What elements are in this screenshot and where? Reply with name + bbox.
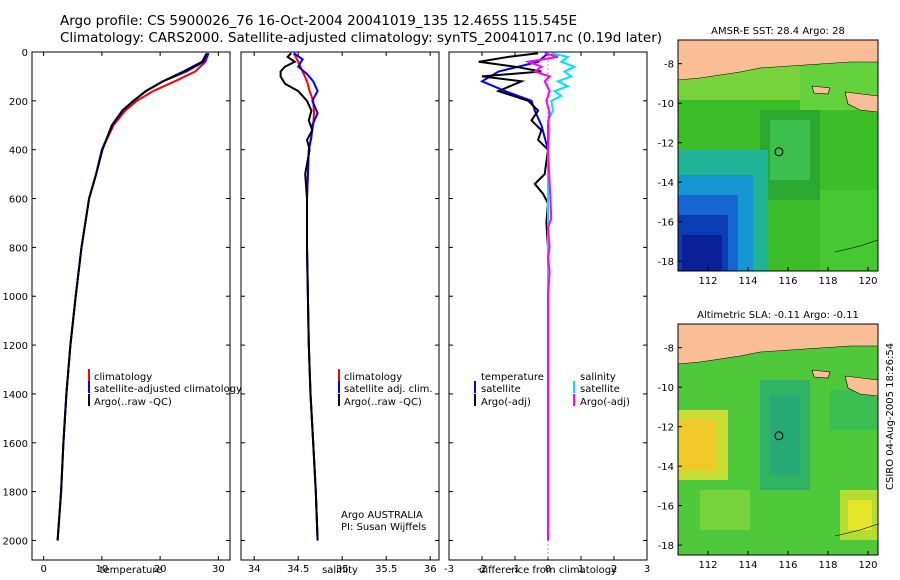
salinity-legend: climatology satellite adj. clim. Argo(..…	[338, 369, 433, 408]
map-x-tick-label: 120	[858, 276, 877, 287]
x-tick-label: 35.5	[375, 564, 397, 575]
y-tick-label: 1600	[3, 439, 28, 450]
map-y-tick-label: -14	[658, 462, 674, 473]
difference-axis-ticks: -3 -2 -1 0 1 2 3	[444, 51, 650, 575]
x-tick-label: 36	[424, 564, 437, 575]
y-tick-label: 1200	[3, 341, 28, 352]
x-tick-label: 3	[644, 564, 650, 575]
x-tick-label: -2	[477, 564, 487, 575]
sst-argo-marker	[774, 147, 784, 157]
map-y-tick-label: -18	[658, 257, 674, 268]
map-y-tick-label: -16	[658, 502, 674, 513]
temperature-axis-ticks: 0 10 20 30 0 200 400 600 800 1000 1200 1400 1600 1800…	[3, 48, 230, 575]
map-x-tick-label: 116	[778, 276, 797, 287]
x-tick-label: -1	[510, 564, 520, 575]
sla-map-frame	[677, 323, 879, 556]
sla-map-title: Altimetric SLA: -0.11 Argo: -0.11	[697, 310, 859, 321]
map-y-tick-label: -14	[658, 178, 674, 189]
map-x-tick-label: 114	[738, 276, 757, 287]
difference-legend: temperature satellite Argo(-adj) salinit…	[474, 372, 630, 408]
y-tick-label: 600	[9, 195, 28, 206]
difference-series-group	[478, 52, 577, 541]
map-y-tick-label: -10	[658, 99, 674, 110]
map-y-tick-label: -10	[658, 383, 674, 394]
sal-legend-label-climatology: climatology	[344, 372, 402, 383]
series-line-argo-raw-qc	[56, 52, 208, 541]
sal-legend-label-argo: Argo(..raw -QC)	[344, 397, 422, 408]
series-line-salinity-satellite	[546, 52, 577, 541]
diff-legend-label-temp-argo: Argo(-adj)	[481, 397, 531, 408]
map-y-tick-label: -18	[658, 541, 674, 552]
legend-label-argo: Argo(..raw -QC)	[94, 397, 172, 408]
sla-map-ticks: 112 114 116 118 120 -8 -10 -12 -14 -16 -18	[658, 344, 878, 571]
map-y-tick-label: -8	[664, 60, 674, 71]
x-tick-label: 34.5	[287, 564, 309, 575]
sla-argo-marker	[774, 431, 784, 441]
diff-legend-label-temp-satellite: satellite	[481, 384, 521, 395]
x-tick-label: 34	[248, 564, 261, 575]
sst-map-ticks: 112 114 116 118 120 -8 -10 -12 -14 -16 -18	[658, 60, 878, 287]
map-y-tick-label: -8	[664, 344, 674, 355]
map-x-tick-label: 116	[778, 560, 797, 571]
salinity-xlabel: salinity	[322, 565, 358, 576]
y-tick-label: 800	[9, 243, 28, 254]
platform-annotation: Argo AUSTRALIA	[341, 510, 423, 521]
map-y-tick-label: -12	[658, 139, 674, 150]
y-tick-label: 0	[22, 48, 28, 59]
diff-legend-label-sal-argo: Argo(-adj)	[580, 397, 630, 408]
x-tick-label: 2	[611, 564, 617, 575]
y-tick-label: 2000	[3, 536, 28, 547]
y-tick-label: 200	[9, 97, 28, 108]
x-tick-label: 0	[40, 564, 46, 575]
map-x-tick-label: 118	[818, 560, 837, 571]
map-y-tick-label: -12	[658, 423, 674, 434]
map-x-tick-label: 112	[698, 560, 717, 571]
x-tick-label: 20	[154, 564, 167, 575]
legend-label-climatology: climatology	[94, 372, 152, 383]
sst-map-title: AMSR-E SST: 28.4 Argo: 28	[711, 26, 845, 37]
climatology-subtitle: Climatology: CARS2000. Satellite-adjuste…	[60, 30, 663, 46]
difference-xlabel: difference from climatology	[479, 565, 617, 576]
series-line-satellite-adjusted-climatology	[56, 52, 210, 541]
map-y-tick-label: -16	[658, 218, 674, 229]
pi-annotation: PI: Susan Wijffels	[341, 522, 426, 533]
csiro-timestamp: CSIRO 04-Aug-2005 18:26:54	[885, 343, 896, 490]
map-x-tick-label: 112	[698, 276, 717, 287]
series-line-argo-raw-qc	[279, 52, 319, 541]
legend-label-satellite-adjusted: satellite-adjusted climatology	[94, 384, 242, 395]
salinity-series-group	[279, 52, 319, 541]
map-x-tick-label: 118	[818, 276, 837, 287]
y-tick-label: 400	[9, 146, 28, 157]
diff-legend-temperature-title: temperature	[481, 372, 544, 383]
diff-legend-label-sal-satellite: satellite	[580, 384, 620, 395]
salinity-plot-frame	[240, 51, 440, 561]
sal-legend-label-satellite: satellite adj. clim.	[344, 384, 433, 395]
x-tick-label: 0	[545, 564, 551, 575]
map-x-tick-label: 114	[738, 560, 757, 571]
temperature-series-group	[56, 52, 210, 541]
x-tick-label: 30	[212, 564, 225, 575]
diff-legend-salinity-title: salinity	[580, 372, 616, 383]
x-tick-label: 35	[336, 564, 349, 575]
x-tick-label: -3	[444, 564, 454, 575]
series-line-salinity-argo-adj	[524, 52, 559, 541]
sst-map-field	[678, 40, 878, 271]
x-tick-label: 10	[96, 564, 109, 575]
y-tick-label: 1400	[3, 390, 28, 401]
temperature-plot-frame	[31, 51, 231, 561]
profile-title: Argo profile: CS 5900026_76 16-Oct-2004 …	[60, 13, 578, 29]
sla-map-field	[678, 324, 878, 555]
temperature-xlabel: temperature	[100, 565, 163, 576]
series-line-climatology	[56, 52, 210, 541]
series-line-temperature-argo-adj	[478, 52, 550, 541]
temperature-legend: climatology satellite-adjusted climatolo…	[88, 369, 242, 408]
y-tick-label: 1000	[3, 292, 28, 303]
map-x-tick-label: 120	[858, 560, 877, 571]
y-tick-label: 1800	[3, 488, 28, 499]
sst-map-frame	[677, 39, 879, 272]
x-tick-label: 1	[578, 564, 584, 575]
salinity-axis-ticks: 34 34.5 35 35.5 36	[241, 51, 439, 575]
